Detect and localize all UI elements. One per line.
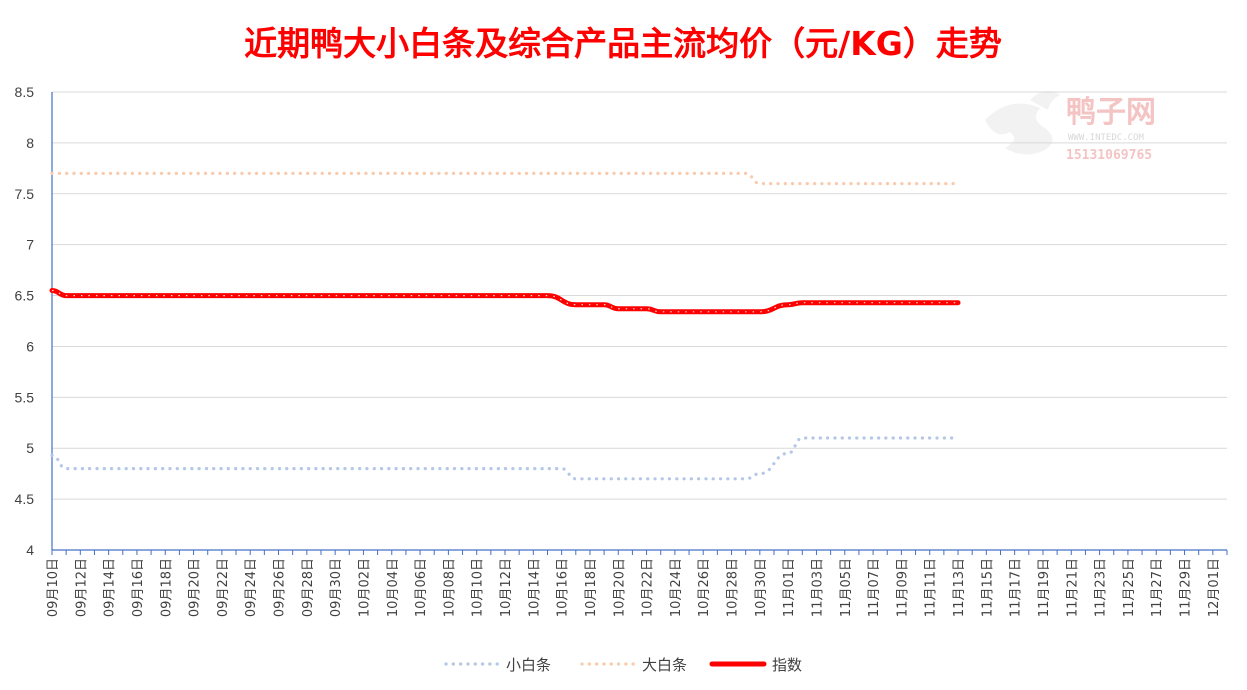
x-tick-label: 12月01日 [1207, 558, 1222, 617]
series-line-1 [50, 171, 960, 186]
x-tick-label: 10月14日 [527, 558, 542, 617]
watermark-brand: 鸭子网 [1066, 95, 1156, 130]
x-tick-label: 09月14日 [103, 558, 118, 617]
x-tick-label: 10月22日 [641, 558, 656, 617]
x-tick-label: 10月18日 [584, 558, 599, 617]
x-tick-label: 09月30日 [329, 558, 344, 617]
watermark: 鸭子网 WWW.INTEDC.COM 15131069765 [985, 91, 1156, 163]
legend-label-0: 小白条 [506, 656, 551, 674]
legend: 小白条 大白条 指数 [444, 656, 802, 674]
x-tick-label: 09月10日 [46, 558, 61, 617]
series-lines [49, 171, 961, 481]
x-tick-label: 11月15日 [980, 558, 995, 617]
x-tick-label: 11月23日 [1094, 558, 1109, 617]
x-axis: 09月10日 09月12日 09月14日 09月16日 09月18日 09月20日 09月2… [46, 92, 1228, 617]
x-tick-label: 10月30日 [754, 558, 769, 617]
x-tick-label: 09月24日 [244, 558, 259, 617]
y-tick-label: 7.5 [15, 186, 35, 202]
x-tick-label: 09月26日 [273, 558, 288, 617]
y-tick-label: 4 [26, 542, 34, 558]
x-tick-label: 10月04日 [386, 558, 401, 617]
x-tick-label: 10月08日 [442, 558, 457, 617]
x-tick-label: 10月10日 [471, 558, 486, 617]
x-tick-label: 09月16日 [131, 558, 146, 617]
x-tick-label: 11月13日 [952, 558, 967, 617]
x-tick-label: 11月05日 [839, 558, 854, 617]
watermark-site: WWW.INTEDC.COM [1068, 133, 1144, 143]
y-tick-label: 4.5 [15, 491, 35, 507]
x-tick-label: 11月21日 [1065, 558, 1080, 617]
chart-title: 近期鸭大小白条及综合产品主流均价（元/KG）走势 [244, 24, 1002, 63]
x-tick-label: 11月27日 [1150, 558, 1165, 617]
x-tick-label: 10月02日 [357, 558, 372, 617]
x-tick-label: 11月25日 [1122, 558, 1137, 617]
x-tick-label: 09月22日 [216, 558, 231, 617]
x-tick-label: 11月19日 [1037, 558, 1052, 617]
x-tick-label: 11月29日 [1179, 558, 1194, 617]
x-tick-label: 10月26日 [697, 558, 712, 617]
x-tick-label: 10月06日 [414, 558, 429, 617]
x-tick-label: 11月11日 [924, 558, 939, 617]
x-tick-label: 11月03日 [810, 558, 825, 617]
x-tick-label: 10月24日 [669, 558, 684, 617]
y-tick-label: 8 [26, 135, 34, 151]
x-tick-label: 11月09日 [895, 558, 910, 617]
y-tick-label: 8.5 [15, 84, 35, 100]
duck-logo-icon [985, 91, 1060, 155]
legend-label-1: 大白条 [642, 656, 687, 674]
legend-label-2: 指数 [772, 656, 802, 674]
y-axis-ticks: 8.5 8 7.5 7 6.5 6 5.5 5 4.5 4 [15, 84, 35, 558]
x-tick-label: 10月16日 [556, 558, 571, 617]
x-tick-label: 10月28日 [726, 558, 741, 617]
x-tick-label: 10月12日 [499, 558, 514, 617]
x-tick-label: 11月17日 [1009, 558, 1024, 617]
x-tick-label: 09月20日 [188, 558, 203, 617]
series-line-2 [49, 288, 961, 315]
series-line-0 [50, 436, 960, 481]
x-tick-label: 09月12日 [74, 558, 89, 617]
x-tick-label: 11月07日 [867, 558, 882, 617]
y-tick-label: 7 [26, 237, 34, 253]
y-tick-label: 5 [26, 440, 34, 456]
x-tick-label: 09月18日 [159, 558, 174, 617]
x-tick-label: 11月01日 [782, 558, 797, 617]
watermark-phone: 15131069765 [1066, 148, 1152, 163]
x-tick-label: 10月20日 [612, 558, 627, 617]
y-tick-label: 6 [26, 338, 34, 354]
x-tick-label: 09月28日 [301, 558, 316, 617]
y-tick-label: 5.5 [15, 389, 35, 405]
y-tick-label: 6.5 [15, 288, 35, 304]
